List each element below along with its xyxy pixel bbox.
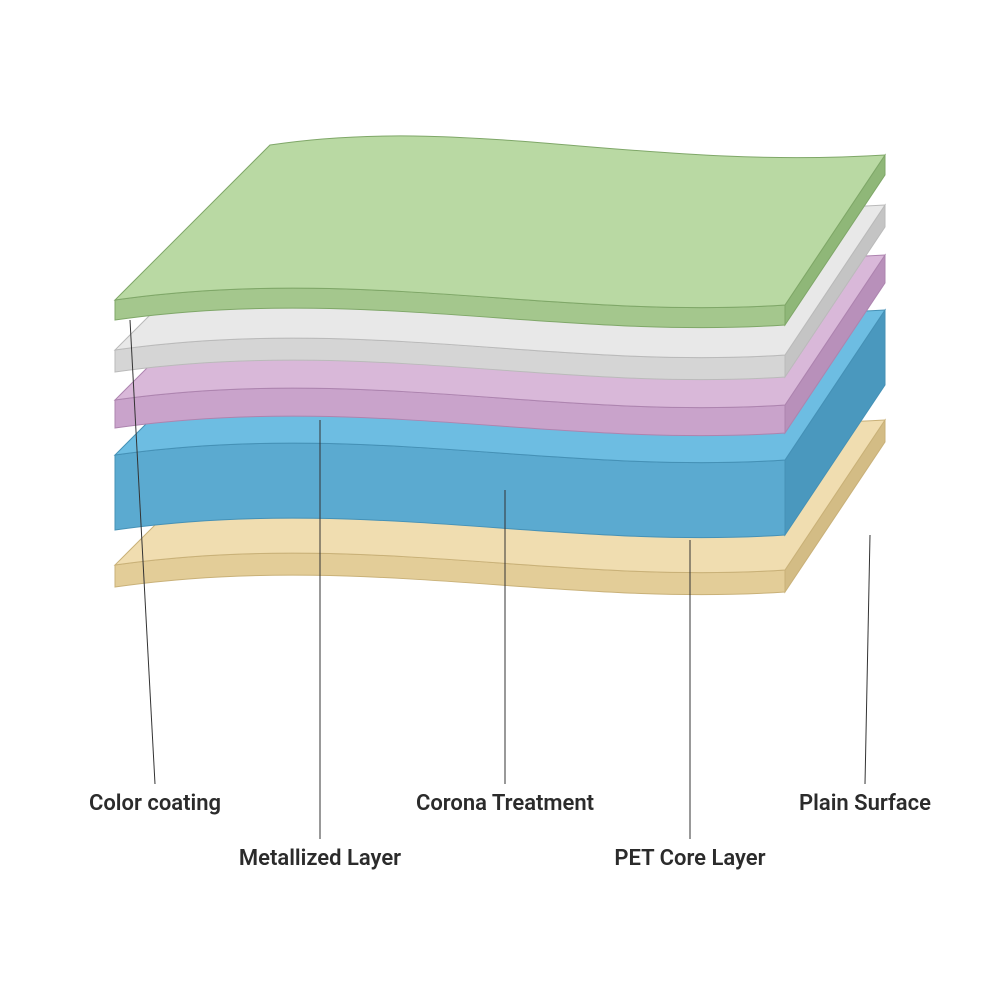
label-plain-surface: Plain Surface: [799, 791, 931, 816]
label-corona-treatment: Corona Treatment: [416, 791, 594, 816]
label-color-coating: Color coating: [89, 791, 221, 816]
leader-plain-surface: [865, 535, 870, 784]
label-pet-core-layer: PET Core Layer: [614, 846, 765, 871]
labels-group: Color coating Metallized Layer Corona Trea…: [89, 791, 931, 871]
label-metallized-layer: Metallized Layer: [239, 846, 401, 871]
layers-group: [115, 136, 885, 595]
layer-color-coating: [115, 136, 885, 328]
layered-material-diagram: Color coating Metallized Layer Corona Trea…: [0, 0, 1000, 1000]
